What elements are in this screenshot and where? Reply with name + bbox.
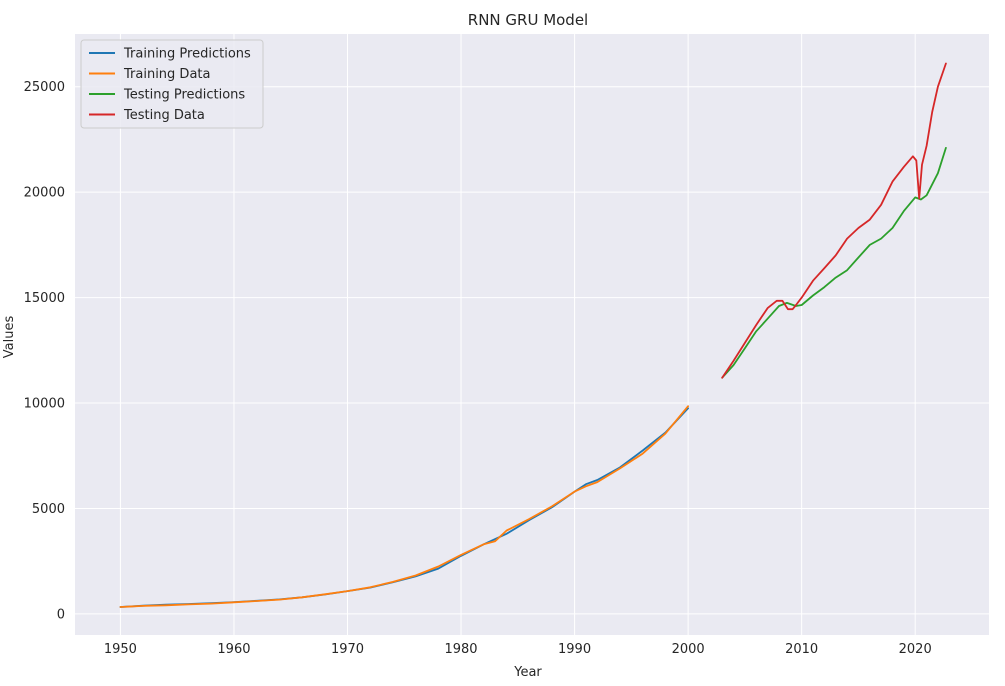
x-tick-label: 2020 <box>899 642 932 657</box>
x-tick-label: 2010 <box>785 642 818 657</box>
legend-label: Training Data <box>123 67 210 82</box>
legend-label: Testing Data <box>123 108 205 123</box>
y-tick-label: 5000 <box>32 502 65 517</box>
y-tick-label: 25000 <box>24 80 65 95</box>
x-tick-label: 1950 <box>104 642 137 657</box>
y-tick-label: 20000 <box>24 186 65 201</box>
y-tick-label: 0 <box>57 607 65 622</box>
series-line-4 <box>721 62 947 379</box>
x-tick-label: 1990 <box>558 642 591 657</box>
x-tick-label: 1970 <box>331 642 364 657</box>
series-lines <box>119 62 947 608</box>
x-tick-labels: 1950 1960 1970 1980 1990 2000 2010 2020 <box>104 642 932 657</box>
legend-box <box>80 39 264 129</box>
grid <box>75 34 989 635</box>
chart-title: RNN GRU Model <box>468 11 588 29</box>
series-line-2 <box>119 405 689 608</box>
x-tick-label: 1980 <box>444 642 477 657</box>
y-tick-labels: 0 5000 10000 15000 20000 25000 <box>24 80 65 622</box>
x-axis-title: Year <box>513 665 542 680</box>
x-tick-label: 1960 <box>217 642 250 657</box>
x-tick-label: 2000 <box>672 642 705 657</box>
y-tick-label: 15000 <box>24 291 65 306</box>
y-axis-title: Values <box>2 316 17 359</box>
legend: Training Predictions Training Data Testing… <box>80 39 264 129</box>
legend-label: Testing Predictions <box>123 88 245 103</box>
legend-label: Training Predictions <box>123 47 251 62</box>
series-line-3 <box>721 146 947 379</box>
y-tick-label: 10000 <box>24 397 65 412</box>
plot-area <box>75 34 989 635</box>
